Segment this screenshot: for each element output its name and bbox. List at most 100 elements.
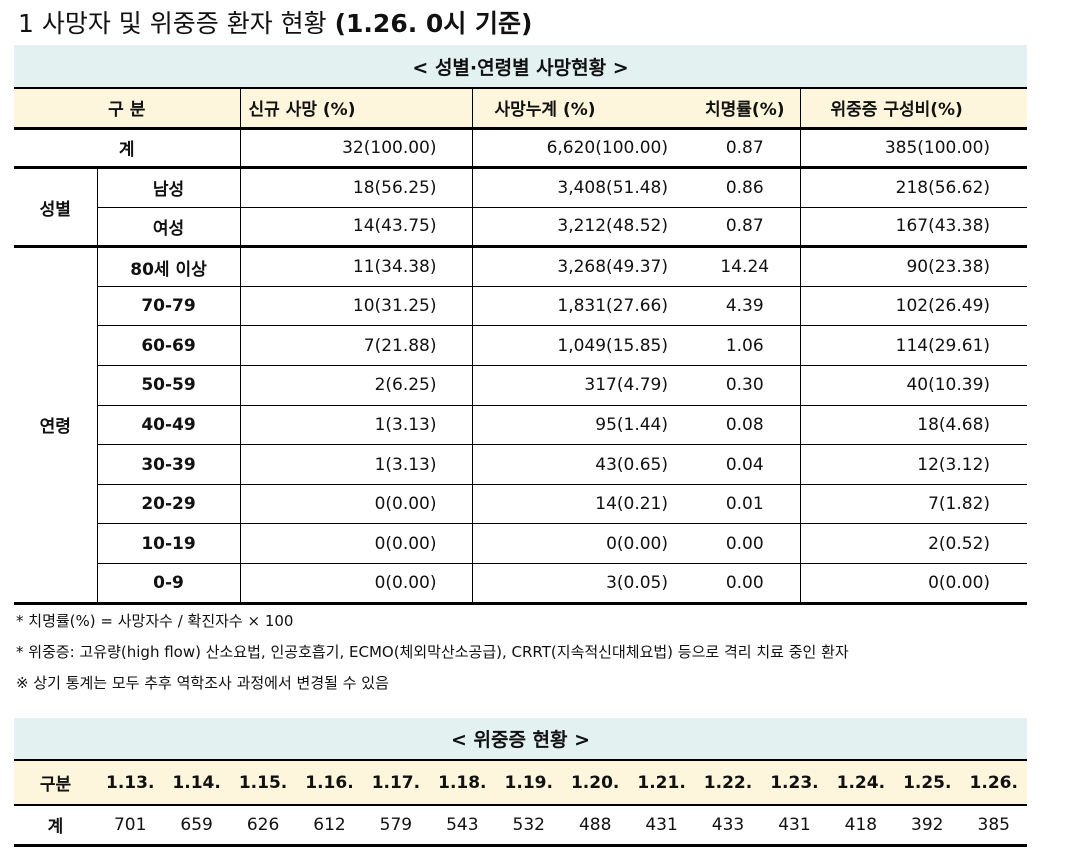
row: 20-29 0(0.00) 14(0.21) 0.01 7(1.82) — [14, 484, 1028, 525]
data-cell: 0.08 — [690, 405, 800, 446]
table-caption: < 성별·연령별 사망현황 > — [412, 56, 629, 79]
date-header: 1.14. — [163, 759, 230, 806]
row: 성별 남성 18(56.25) 3,408(51.48) 0.86 218(56.62) — [14, 167, 1028, 249]
row-label: 30-39 — [96, 444, 240, 485]
data-cell: 1,049(15.85) — [471, 325, 690, 367]
group-label: 연령 — [14, 246, 97, 605]
data-cell: 3,268(49.37) — [471, 246, 690, 287]
row-label: 여성 — [96, 207, 240, 249]
row: 50-59 2(6.25) 317(4.79) 0.30 40(10.39) — [14, 365, 1028, 406]
note: * 치명률(%) = 사망자수 / 확진자수 × 100 — [16, 612, 294, 630]
data-cell: 0.87 — [690, 207, 800, 249]
page-title: 1 사망자 및 위중증 환자 현황 (1.26. 0시 기준) — [18, 4, 532, 40]
data-cell: 7(21.88) — [239, 325, 472, 367]
note: * 위중증: 고유량(high flow) 산소요법, 인공호흡기, ECMO(… — [16, 643, 849, 661]
data-cell: 1(3.13) — [239, 444, 472, 485]
header-row: 구분 1.13. 1.14. 1.15. 1.16. 1.17. 1.18. 1.19. 1.2… — [14, 759, 1028, 806]
data-cell: 1.06 — [690, 325, 800, 367]
data-cell: 3,212(48.52) — [471, 207, 690, 249]
data-cell: 7(1.82) — [799, 484, 1028, 525]
date-header: 1.25. — [894, 759, 961, 806]
data-cell: 14(0.21) — [471, 484, 690, 525]
row-label: 80세 이상 — [96, 246, 240, 287]
row-label: 70-79 — [96, 286, 240, 327]
row: 30-39 1(3.13) 43(0.65) 0.04 12(3.12) — [14, 444, 1028, 485]
title-text: 사망자 및 위중증 환자 현황 — [41, 9, 327, 38]
data-cell: 114(29.61) — [799, 325, 1028, 367]
data-cell: 3,408(51.48) — [471, 167, 690, 208]
table-body: 계 32(100.00) 6,620(100.00) 0.87 385(100.00) 성… — [14, 128, 1028, 605]
data-cell: 18(56.25) — [239, 167, 472, 208]
date-header: 1.22. — [694, 759, 762, 806]
data-cell: 218(56.62) — [799, 167, 1028, 208]
data-cell: 431 — [628, 805, 695, 847]
data-cell: 4.39 — [690, 286, 800, 327]
date-header: 1.24. — [827, 759, 895, 806]
row: 10-19 0(0.00) 0(0.00) 0.00 2(0.52) — [14, 523, 1028, 565]
data-cell: 90(23.38) — [799, 246, 1028, 287]
data-cell: 2(0.52) — [799, 523, 1028, 565]
date-header: 1.26. — [960, 759, 1028, 806]
row: 0-9 0(0.00) 3(0.05) 0.00 0(0.00) — [14, 563, 1028, 605]
row: 60-69 7(21.88) 1,049(15.85) 1.06 114(29.61) — [14, 325, 1028, 367]
row-label: 계 — [14, 805, 97, 847]
caption-row: < 성별·연령별 사망현황 > — [14, 45, 1028, 88]
row-label: 10-19 — [96, 523, 240, 565]
data-cell: 0.04 — [690, 444, 800, 485]
severe-table: < 위중증 현황 > 구분 1.13. 1.14. 1.15. 1.16. 1.17. 1.… — [14, 718, 1028, 847]
data-cell: 12(3.12) — [799, 444, 1028, 485]
data-cell: 14.24 — [690, 246, 800, 287]
row-label: 60-69 — [96, 325, 240, 367]
data-cell: 0.01 — [690, 484, 800, 525]
data-cell: 433 — [694, 805, 762, 847]
data-cell: 317(4.79) — [471, 365, 690, 406]
data-cell: 0(0.00) — [799, 563, 1028, 605]
data-cell: 701 — [97, 805, 164, 847]
data-cell: 0.87 — [690, 128, 800, 170]
column-header: 신규 사망 (%) — [239, 87, 472, 130]
data-cell: 385 — [960, 805, 1028, 847]
data-cell: 40(10.39) — [799, 365, 1028, 406]
date-header: 1.23. — [761, 759, 828, 806]
notes: * 치명률(%) = 사망자수 / 확진자수 × 100 * 위중증: 고유량(h… — [16, 608, 849, 701]
row: 여성 14(43.75) 3,212(48.52) 0.87 167(43.38) — [14, 207, 1028, 249]
data-cell: 0.86 — [690, 167, 800, 208]
deaths-table: < 성별·연령별 사망현황 > 구 분 신규 사망 (%) 사망누계 (%) 치… — [14, 45, 1028, 605]
data-cell: 95(1.44) — [471, 405, 690, 446]
data-cell: 612 — [296, 805, 363, 847]
data-cell: 3(0.05) — [471, 563, 690, 605]
data-cell: 0.00 — [690, 563, 800, 605]
data-cell: 385(100.00) — [799, 128, 1028, 170]
title-basis: (1.26. 0시 기준) — [334, 9, 533, 38]
data-cell: 11(34.38) — [239, 246, 472, 287]
data-cell: 532 — [495, 805, 562, 847]
row: 70-79 10(31.25) 1,831(27.66) 4.39 102(26.49) — [14, 286, 1028, 327]
date-header: 1.21. — [628, 759, 695, 806]
row: 연령 80세 이상 11(34.38) 3,268(49.37) 14.24 90(23.… — [14, 246, 1028, 605]
data-cell: 392 — [894, 805, 961, 847]
date-header: 1.19. — [495, 759, 562, 806]
row-label: 계 — [14, 128, 240, 170]
data-cell: 0(0.00) — [471, 523, 690, 565]
row-label: 남성 — [96, 167, 240, 208]
section-number: 1 — [18, 9, 34, 38]
data-cell: 1,831(27.66) — [471, 286, 690, 327]
row-label: 구분 — [14, 759, 97, 806]
data-cell: 0.00 — [690, 523, 800, 565]
row: 계 32(100.00) 6,620(100.00) 0.87 385(100.00) — [14, 128, 1028, 170]
data-cell: 6,620(100.00) — [471, 128, 690, 170]
data-cell: 32(100.00) — [239, 128, 472, 170]
date-header: 1.20. — [561, 759, 629, 806]
table-caption: < 위중증 현황 > — [450, 729, 591, 751]
date-header: 1.18. — [429, 759, 496, 806]
column-header: 치명률(%) — [690, 87, 800, 130]
row-label: 0-9 — [96, 563, 240, 605]
date-header: 1.16. — [296, 759, 363, 806]
column-header: 위중증 구성비(%) — [799, 87, 1028, 130]
date-header: 1.17. — [362, 759, 430, 806]
date-header: 1.15. — [229, 759, 297, 806]
data-cell: 488 — [561, 805, 629, 847]
data-cell: 167(43.38) — [799, 207, 1028, 249]
row: 계 701 659 626 612 579 543 532 488 431 433 431 418 392… — [14, 805, 1028, 847]
data-cell: 626 — [229, 805, 297, 847]
